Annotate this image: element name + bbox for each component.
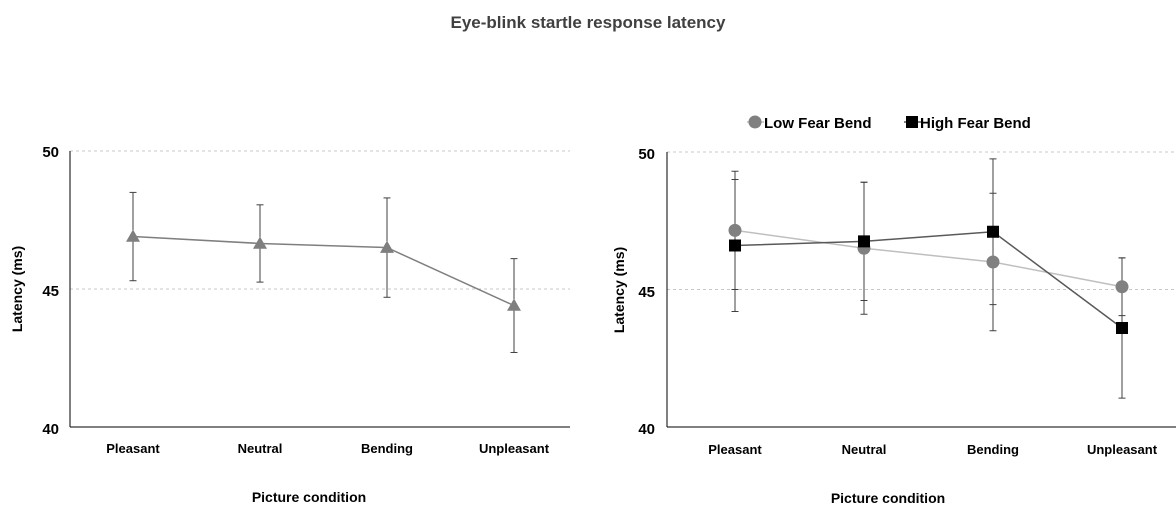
left-ytick-label: 45 [42,283,59,300]
right-series-line-0 [734,229,1123,288]
left-data-point [380,240,394,253]
right-data-point [986,255,1000,269]
legend-marker-high-fear-bend [906,116,918,128]
right-data-point [728,223,742,237]
left-xtick-label: Unpleasant [479,441,550,456]
left-x-axis-label: Picture condition [252,489,366,505]
right-y-axis-label: Latency (ms) [611,247,627,333]
left-series-line-0 [132,235,515,307]
right-data-point [1115,280,1129,294]
right-xtick-label: Unpleasant [1087,442,1158,457]
right-plot-area [666,151,1176,428]
right-xtick-label: Neutral [842,442,887,457]
chart-left: 50 45 40 Latency (ms) Pleasant Neutral B… [9,144,570,505]
left-xtick-label: Bending [361,441,413,456]
left-xtick-label: Pleasant [106,441,160,456]
right-ytick-label: 50 [638,146,655,163]
left-plot-area [69,150,570,428]
legend-label-high-fear-bend: High Fear Bend [920,115,1031,132]
legend-marker-low-fear-bend [748,115,762,129]
right-data-point [729,239,741,252]
right-xtick-label: Pleasant [708,442,762,457]
left-xtick-label: Neutral [238,441,283,456]
left-y-axis-label: Latency (ms) [9,246,25,332]
right-series-line-1 [734,230,1123,329]
figure-title: Eye-blink startle response latency [451,13,726,32]
left-data-point [126,229,140,242]
chart-right: Low Fear Bend High Fear Bend 50 45 40 La… [611,115,1176,506]
right-ytick-label: 45 [638,284,655,301]
left-data-point [507,298,521,311]
legend: Low Fear Bend High Fear Bend [747,115,1031,132]
legend-label-low-fear-bend: Low Fear Bend [764,115,872,132]
right-data-point [987,225,999,238]
left-ytick-label: 40 [42,421,59,438]
right-xtick-label: Bending [967,442,1019,457]
right-ytick-label: 40 [638,421,655,438]
right-x-axis-label: Picture condition [831,490,945,506]
legend-symbols [747,115,921,129]
right-data-point [1116,322,1128,334]
left-ytick-label: 50 [42,144,59,161]
left-data-point [253,236,267,249]
right-data-point [858,235,870,248]
